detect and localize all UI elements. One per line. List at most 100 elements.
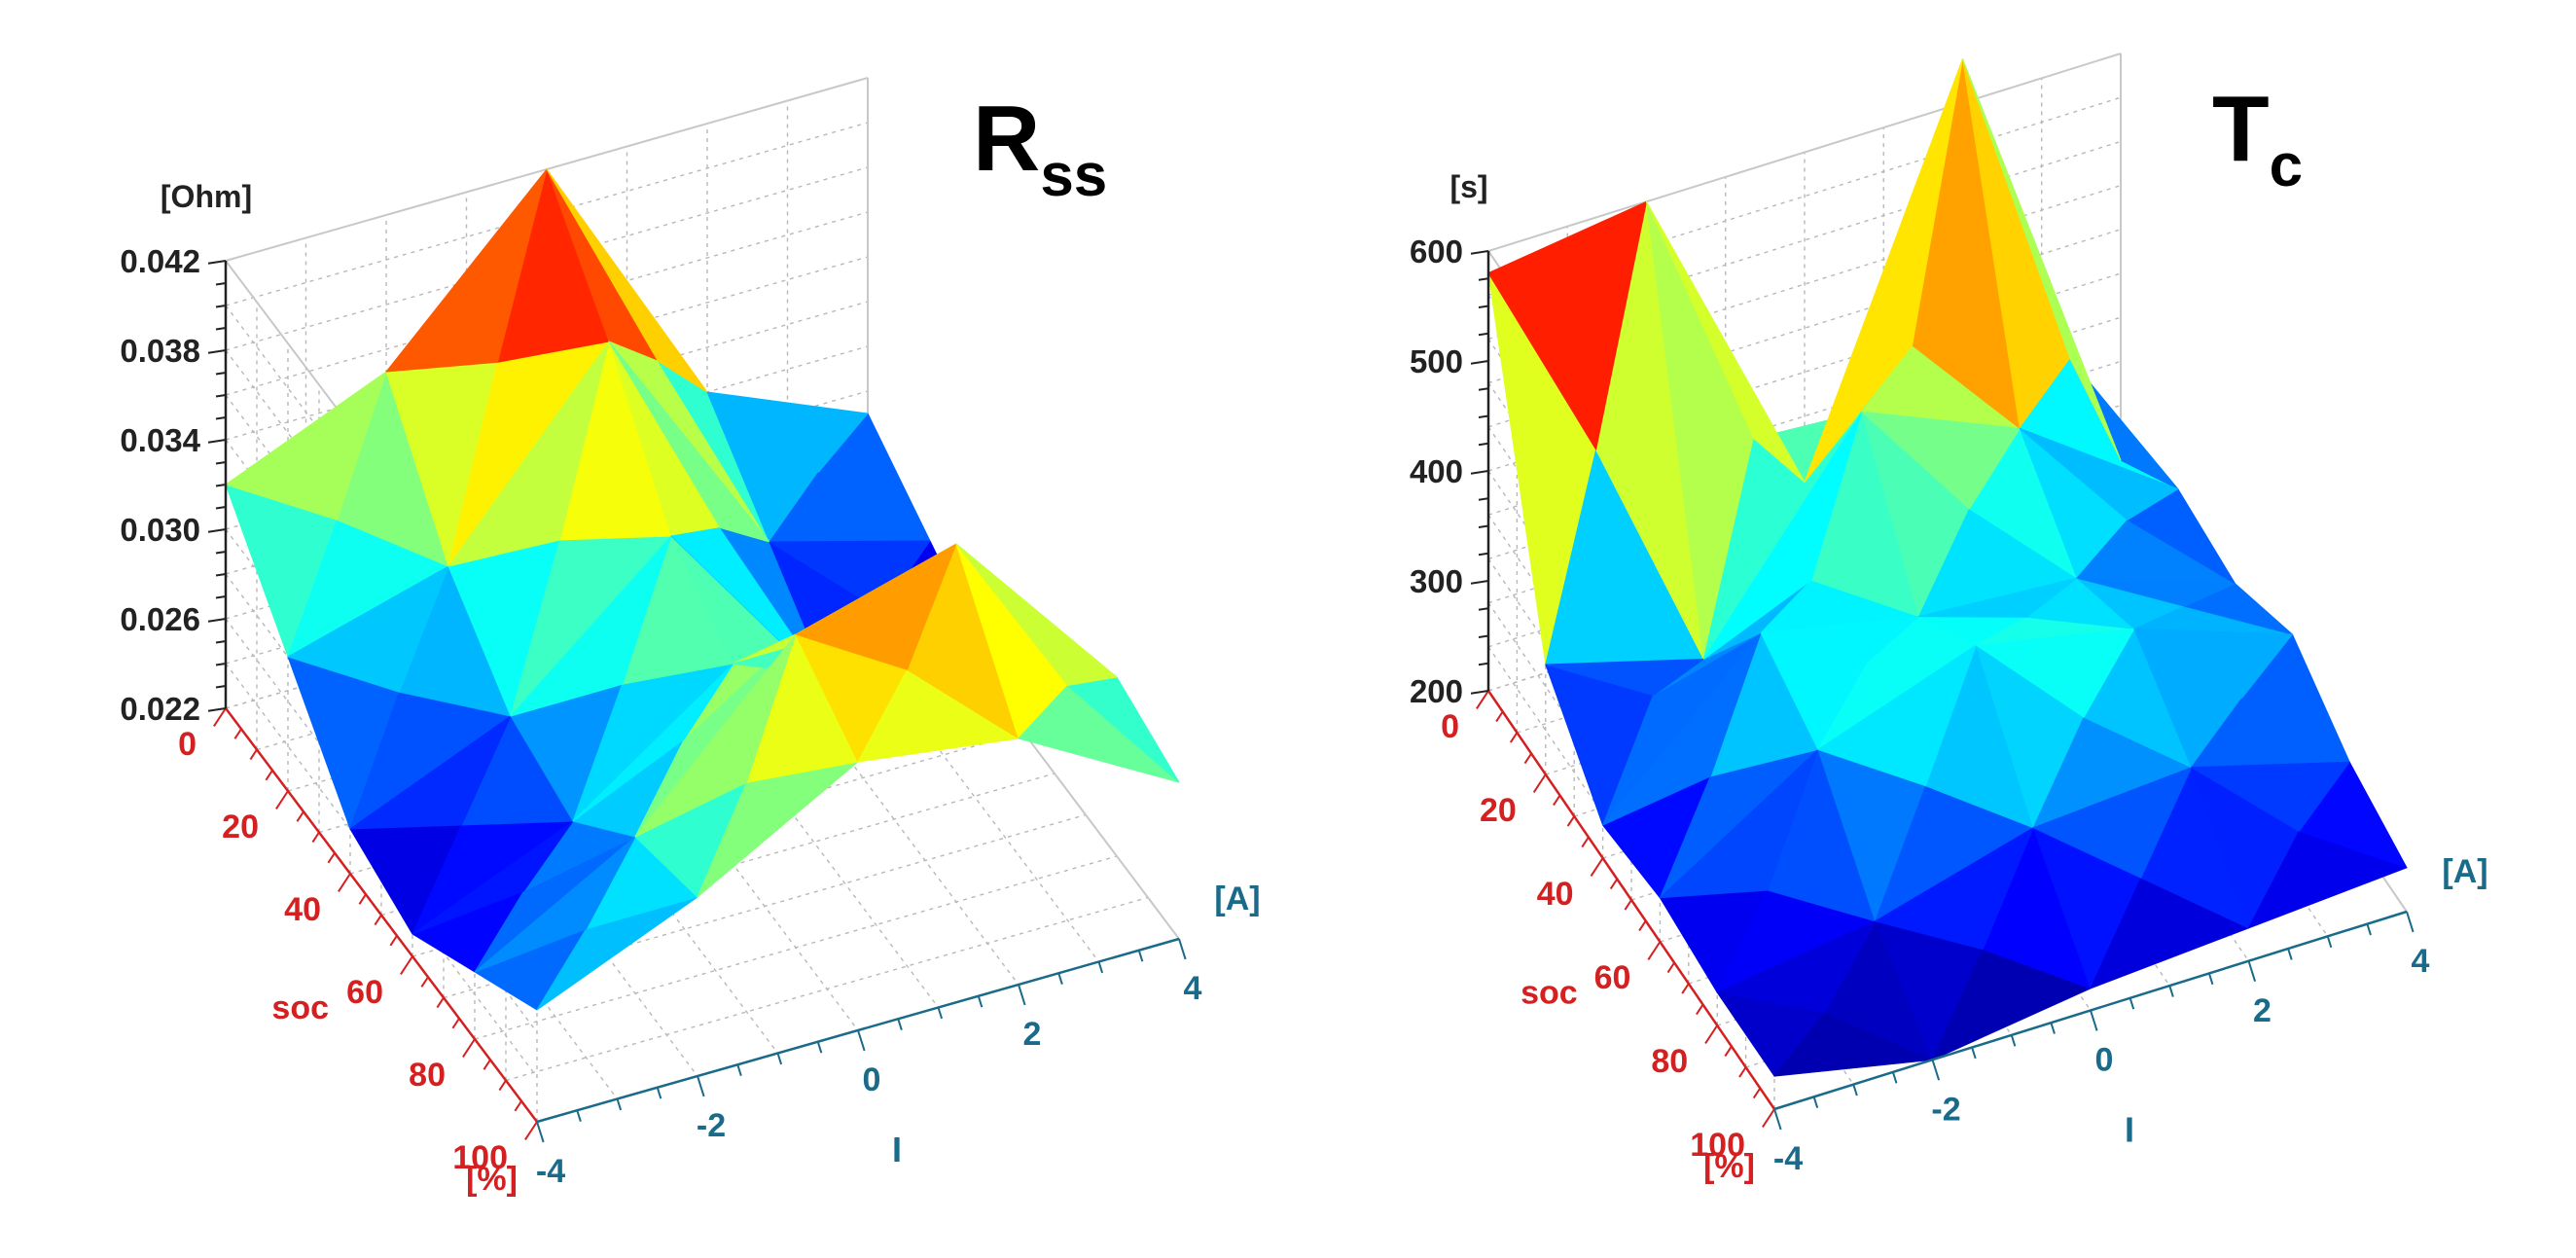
axes: 0 20 40 60 80 100 -4 -2 0 2 4 200 300 400 500 600 xyxy=(1410,234,2430,1177)
z-tick xyxy=(207,349,227,354)
i-tick-label: -2 xyxy=(1931,1091,1960,1128)
i-tick xyxy=(536,1121,545,1143)
i-tick xyxy=(2326,936,2333,949)
z-tick xyxy=(1470,470,1489,475)
surface-facet xyxy=(1702,411,1863,660)
grid-line xyxy=(304,685,619,1099)
soc-tick xyxy=(400,955,413,976)
i-unit-label: [A] xyxy=(2442,853,2487,890)
surface-facet xyxy=(1659,748,1819,899)
i-tick xyxy=(2010,1034,2017,1047)
soc-tick xyxy=(420,976,429,988)
i-tick xyxy=(2090,1010,2098,1031)
surface-facet xyxy=(572,663,734,822)
tc-surface-chart: 0 20 40 60 80 100 -4 -2 0 2 4 200 300 400 500 600 [s] soc… xyxy=(1410,53,2488,1185)
surface-facet xyxy=(1487,200,1647,450)
surface-facet xyxy=(287,565,449,693)
soc-tick-label: 20 xyxy=(1480,792,1517,829)
soc-tick xyxy=(498,1079,507,1092)
i-tick-label: -4 xyxy=(1773,1140,1803,1177)
soc-tick xyxy=(1647,941,1662,961)
z-tick xyxy=(215,461,227,465)
z-tick xyxy=(215,551,227,555)
i-tick xyxy=(816,1041,823,1054)
i-tick xyxy=(2287,948,2293,960)
surface xyxy=(225,168,1180,1011)
grid-line xyxy=(706,570,1020,986)
z-tick xyxy=(1470,580,1489,585)
i-tick xyxy=(897,1018,903,1030)
i-tick xyxy=(1137,950,1144,962)
z-tick xyxy=(215,416,227,420)
soc-tick xyxy=(524,1121,538,1141)
z-tick xyxy=(1478,662,1489,666)
surface-facet xyxy=(795,543,957,670)
i-tick-label: 2 xyxy=(2253,992,2272,1029)
i-tick xyxy=(2168,985,2174,997)
soc-tick xyxy=(1476,690,1489,710)
surface-facet xyxy=(1817,644,1977,787)
i-tick xyxy=(1812,1096,1819,1109)
z-tick xyxy=(215,394,227,398)
z-tick-label: 0.042 xyxy=(120,243,200,279)
z-tick-label: 600 xyxy=(1410,234,1463,270)
surface-facet xyxy=(2191,761,2350,832)
surface-facet xyxy=(546,168,708,393)
surface-facet xyxy=(447,341,610,567)
surface-facet xyxy=(1716,920,1877,1013)
box-edge xyxy=(1487,53,2122,252)
z-tick-label: 500 xyxy=(1410,343,1463,379)
soc-tick-label: 0 xyxy=(1441,708,1459,745)
soc-tick xyxy=(374,914,382,926)
i-tick-label: -2 xyxy=(697,1107,726,1144)
soc-tick xyxy=(338,873,351,893)
surface-facet xyxy=(1918,577,2078,618)
soc-tick xyxy=(1666,961,1675,974)
soc-tick xyxy=(296,810,304,822)
z-tick xyxy=(215,372,227,376)
grid-line xyxy=(465,639,779,1054)
surface-facet xyxy=(634,633,797,838)
z-tick xyxy=(1478,387,1489,391)
i-tick xyxy=(776,1053,783,1065)
i-tick xyxy=(1931,1059,1941,1081)
surface-facet xyxy=(349,715,512,830)
soc-tick-label: 100 xyxy=(1690,1127,1745,1164)
surface-facet xyxy=(1760,616,1920,662)
i-tick xyxy=(736,1063,742,1076)
i-tick xyxy=(1018,984,1026,1006)
surface-facet xyxy=(2076,577,2236,607)
z-tick-label: 300 xyxy=(1410,563,1463,599)
tc-surface-panel: 0 20 40 60 80 100 -4 -2 0 2 4 200 300 400 500 600 [s] soc… xyxy=(1288,0,2576,1253)
grid-line xyxy=(385,662,698,1077)
grid-line xyxy=(1487,96,2122,296)
grid-line xyxy=(786,548,1100,962)
soc-tick-label: 100 xyxy=(452,1139,508,1176)
surface-facet xyxy=(706,391,869,473)
z-tick xyxy=(1478,634,1489,638)
chart-title: Tc xyxy=(2212,77,2303,199)
soc-tick xyxy=(1553,794,1561,807)
soc-tick xyxy=(514,1100,522,1112)
i-tick xyxy=(576,1109,582,1122)
i-axis-label: I xyxy=(892,1130,902,1169)
z-tick xyxy=(1478,332,1489,337)
grid-line xyxy=(626,593,940,1008)
soc-tick xyxy=(1752,1087,1762,1099)
z-tick xyxy=(215,506,227,510)
i-tick xyxy=(616,1098,623,1111)
soc-tick-label: 0 xyxy=(178,726,197,763)
soc-tick xyxy=(483,1059,491,1070)
z-tick xyxy=(207,439,227,444)
z-tick xyxy=(1478,552,1489,557)
z-tick xyxy=(207,260,227,265)
grid-line xyxy=(225,663,538,1078)
z-tick xyxy=(1478,497,1489,501)
soc-tick xyxy=(1681,983,1690,994)
soc-tick xyxy=(462,1038,476,1059)
soc-axis-label: soc xyxy=(1521,975,1578,1012)
i-tick xyxy=(2247,960,2257,982)
soc-tick xyxy=(265,770,273,781)
z-tick xyxy=(1478,442,1489,447)
soc-tick-label: 20 xyxy=(222,809,259,845)
